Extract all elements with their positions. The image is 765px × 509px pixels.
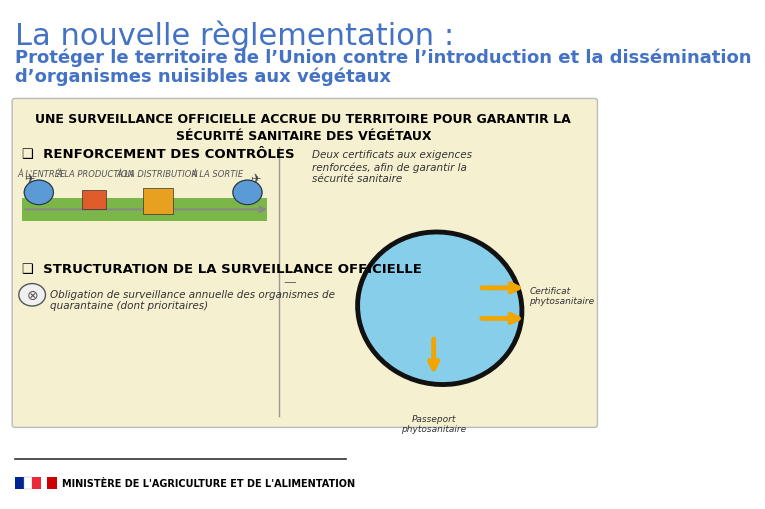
FancyBboxPatch shape: [12, 99, 597, 428]
Bar: [32, 477, 41, 489]
Text: Protéger le territoire de l’Union contre l’introduction et la dissémination: Protéger le territoire de l’Union contre…: [15, 48, 752, 67]
Text: À LA SORTIE: À LA SORTIE: [191, 169, 243, 179]
Text: À LA PRODUCTION: À LA PRODUCTION: [57, 169, 135, 179]
Bar: [142, 189, 173, 215]
Text: À LA DISTRIBUTION: À LA DISTRIBUTION: [117, 169, 198, 179]
Bar: [24, 477, 32, 489]
Text: Deux certificats aux exigences
renforcées, afin de garantir la
sécurité sanitair: Deux certificats aux exigences renforcée…: [312, 150, 472, 184]
Text: ✈: ✈: [251, 173, 261, 186]
Text: ✈: ✈: [24, 173, 35, 186]
Text: ⊗: ⊗: [26, 288, 38, 302]
Text: MINISTÈRE DE L'AGRICULTURE ET DE L'ALIMENTATION: MINISTÈRE DE L'AGRICULTURE ET DE L'ALIME…: [63, 478, 356, 488]
Text: SÉCURITÉ SANITAIRE DES VÉGÉTAUX: SÉCURITÉ SANITAIRE DES VÉGÉTAUX: [175, 130, 431, 143]
Text: ❑  STRUCTURATION DE LA SURVEILLANCE OFFICIELLE: ❑ STRUCTURATION DE LA SURVEILLANCE OFFIC…: [22, 262, 422, 275]
Bar: [82, 190, 106, 210]
Circle shape: [19, 284, 45, 306]
Text: UNE SURVEILLANCE OFFICIELLE ACCRUE DU TERRITOIRE POUR GARANTIR LA: UNE SURVEILLANCE OFFICIELLE ACCRUE DU TE…: [35, 113, 571, 126]
Text: Certificat
phytosanitaire: Certificat phytosanitaire: [529, 286, 594, 305]
Text: d’organismes nuisibles aux végétaux: d’organismes nuisibles aux végétaux: [15, 67, 391, 86]
Circle shape: [233, 181, 262, 205]
Text: ❑  RENFORCEMENT DES CONTRÔLES: ❑ RENFORCEMENT DES CONTRÔLES: [22, 148, 295, 160]
Text: La nouvelle règlementation :: La nouvelle règlementation :: [15, 20, 454, 51]
Text: Obligation de surveillance annuelle des organismes de
quarantaine (dont priorita: Obligation de surveillance annuelle des …: [50, 289, 335, 310]
Ellipse shape: [357, 233, 522, 385]
Text: À L'ENTRÉE: À L'ENTRÉE: [17, 169, 65, 179]
Text: —: —: [284, 275, 296, 288]
Text: Passeport
phytosanitaire: Passeport phytosanitaire: [401, 414, 466, 433]
Circle shape: [24, 181, 54, 205]
Bar: [15, 477, 24, 489]
Bar: [22, 199, 267, 221]
Bar: [47, 477, 57, 489]
